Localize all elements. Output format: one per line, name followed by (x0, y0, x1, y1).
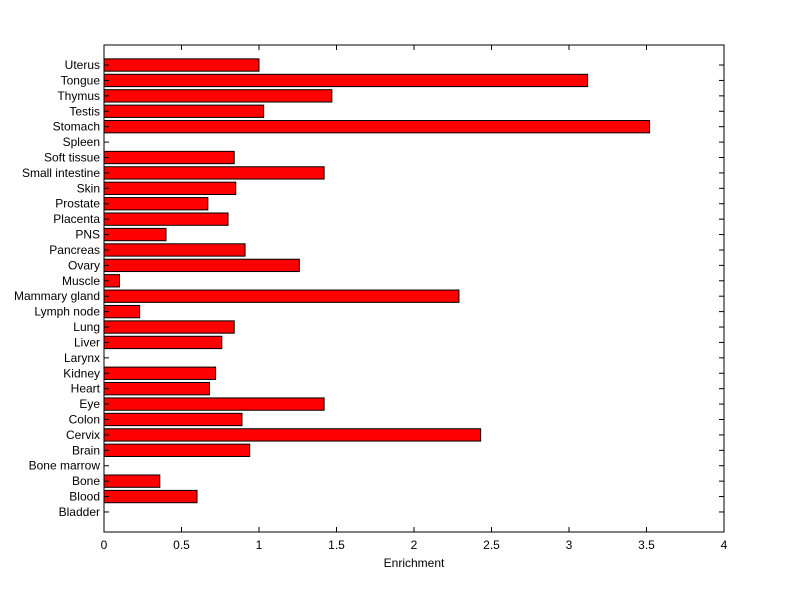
bar-lung (103, 320, 235, 334)
y-tick-label: Stomach (53, 120, 100, 134)
bar-uterus (103, 58, 260, 72)
bar-tongue (103, 73, 589, 88)
y-tick-label: Bone marrow (29, 459, 101, 473)
x-tick-label: 4 (721, 538, 728, 552)
x-axis-label: Enrichment (384, 556, 445, 570)
bar-heart (103, 382, 210, 396)
y-tick-label: Lymph node (34, 305, 100, 319)
y-tick-label: Eye (79, 397, 100, 411)
y-tick-label: Thymus (57, 89, 100, 103)
y-tick-label: Larynx (64, 351, 100, 365)
bar-pns (103, 227, 167, 242)
bar-soft-tissue (103, 150, 235, 165)
y-tick-label: Lung (73, 320, 100, 334)
y-tick-label: Testis (69, 104, 100, 118)
bar-bone (103, 474, 161, 488)
bar-eye (103, 397, 325, 411)
bar-small-intestine (103, 166, 325, 180)
y-tick-label: Placenta (53, 212, 100, 226)
y-tick-label: Kidney (63, 366, 100, 380)
y-tick-label: Liver (74, 335, 100, 349)
bar-cervix (103, 428, 482, 442)
y-tick-label: Uterus (65, 58, 100, 72)
bar-blood (103, 489, 198, 504)
y-tick-label: Prostate (55, 197, 100, 211)
y-tick-label: PNS (75, 228, 100, 242)
y-tick-label: Muscle (62, 274, 100, 288)
bar-skin (103, 181, 237, 195)
bar-mammary-gland (103, 289, 460, 303)
y-tick-label: Brain (72, 443, 100, 457)
bar-prostate (103, 197, 209, 211)
y-tick-label: Bladder (59, 505, 100, 519)
y-tick-label: Small intestine (22, 166, 100, 180)
x-tick-label: 3.5 (638, 538, 655, 552)
bar-ovary (103, 258, 300, 273)
bar-placenta (103, 212, 229, 226)
bar-stomach (103, 120, 651, 134)
x-tick-label: 2 (411, 538, 418, 552)
y-tick-label: Pancreas (49, 243, 100, 257)
y-tick-label: Colon (69, 412, 100, 426)
y-tick-label: Spleen (63, 135, 100, 149)
y-tick-label: Heart (71, 382, 101, 396)
y-tick-label: Skin (77, 181, 100, 195)
ticks-layer (103, 45, 725, 532)
y-tick-label: Blood (69, 490, 100, 504)
y-tick-label: Ovary (68, 258, 100, 272)
x-tick-label: 1 (256, 538, 263, 552)
x-tick-label: 0 (101, 538, 108, 552)
bar-kidney (103, 366, 217, 380)
y-tick-label: Tongue (61, 73, 101, 87)
y-tick-label: Cervix (66, 428, 100, 442)
bar-liver (103, 335, 223, 350)
bar-brain (103, 443, 251, 457)
x-tick-label: 1.5 (328, 538, 345, 552)
bar-lymph-node (103, 304, 141, 319)
y-tick-label: Mammary gland (14, 289, 100, 303)
y-tick-label: Bone (72, 474, 100, 488)
bar-pancreas (103, 243, 246, 257)
bar-testis (103, 104, 265, 118)
bar-colon (103, 412, 243, 427)
bar-thymus (103, 89, 333, 103)
x-tick-label: 2.5 (483, 538, 500, 552)
y-tick-label: Soft tissue (44, 151, 100, 165)
x-tick-label: 0.5 (173, 538, 190, 552)
x-tick-label: 3 (566, 538, 573, 552)
